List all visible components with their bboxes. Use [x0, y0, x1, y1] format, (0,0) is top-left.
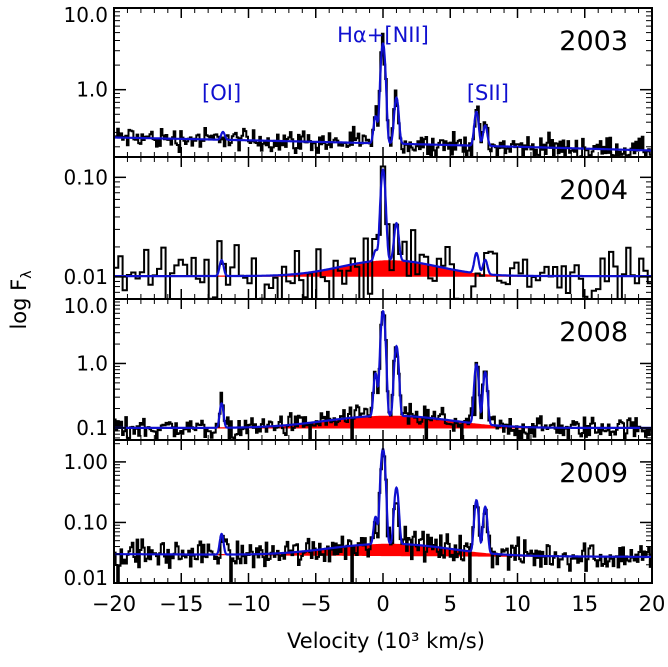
x-axis-label: Velocity (10³ km/s): [287, 629, 485, 653]
x-tick-label: 15: [571, 592, 598, 616]
x-tick-label: −5: [300, 592, 331, 616]
line-label: [SII]: [467, 81, 509, 105]
y-tick-label: 1.0: [76, 351, 108, 375]
x-tick-label: −15: [159, 592, 203, 616]
y-tick-label: 0.10: [63, 165, 108, 189]
panel-year-label: 2004: [559, 175, 628, 206]
x-tick-label: 5: [444, 592, 457, 616]
y-tick-label: 1.0: [76, 78, 108, 102]
y-axis-label-main: log F: [7, 279, 31, 330]
panel-year-label: 2008: [559, 317, 628, 348]
broad-component-fill: [114, 543, 652, 557]
panel-2008: 10.0 1.0 0.1 2008: [63, 294, 653, 441]
panels-group: 10.01.02003[OI]Hα+[NII][SII]0.100.012004…: [63, 3, 665, 616]
y-axis-label: log Fλ: [7, 270, 35, 329]
panel-2004: 0.10 0.01 2004: [63, 156, 653, 300]
y-tick-label: 0.01: [63, 265, 108, 289]
line-label: [OI]: [202, 81, 241, 105]
model-fit-line: [114, 309, 652, 429]
line-label: Hα+[NII]: [337, 23, 429, 47]
broad-component-fill: [114, 260, 652, 277]
panel-plot-area: [114, 32, 652, 157]
panel-year-label: 2009: [559, 458, 628, 489]
model-fit-line: [114, 42, 652, 152]
y-tick-label: 1.00: [63, 450, 108, 474]
x-tick-label: 10: [504, 592, 531, 616]
y-tick-label: 0.1: [76, 416, 108, 440]
y-tick-label: 10.0: [63, 294, 108, 318]
panel-2003: 10.0 1.0 2003 [OI] Hα+[NII] [SII]: [63, 3, 653, 158]
y-axis-label-sub: λ: [19, 270, 35, 278]
model-fit-line: [114, 168, 652, 278]
panel-plot-area: [114, 309, 652, 440]
broad-component-fill: [114, 415, 652, 428]
x-tick-label: 20: [639, 592, 666, 616]
panel-year-label: 2003: [559, 26, 628, 57]
observed-spectrum: [114, 32, 652, 157]
x-tick-label: −20: [92, 592, 136, 616]
panel-2009: 1.00 0.10 0.01 2009 −20 −15 −10 −5 0 5 10 15 20: [63, 439, 666, 616]
x-tick-label: 0: [376, 592, 389, 616]
y-tick-label: 0.10: [63, 510, 108, 534]
y-tick-label: 10.0: [63, 3, 108, 27]
y-tick-label: 0.01: [63, 566, 108, 590]
x-tick-label: −10: [226, 592, 270, 616]
